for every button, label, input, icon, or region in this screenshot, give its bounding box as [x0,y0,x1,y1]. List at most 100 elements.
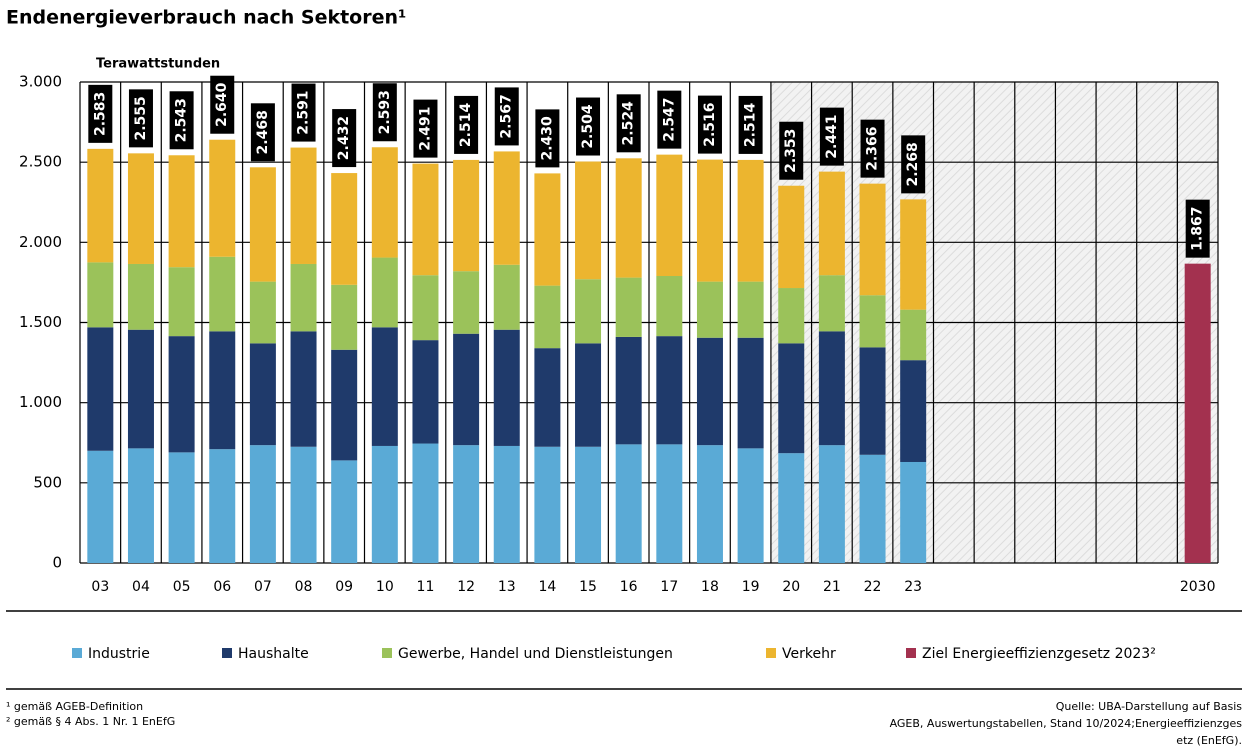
bar-segment [453,159,480,272]
label-box [535,109,560,168]
x-tick-label: 14 [538,579,556,595]
legend-label: Industrie [88,646,150,662]
data-label: 2.504 [580,104,596,149]
x-tick-label: 21 [823,579,841,595]
bar-segment [493,445,520,563]
bar-segment [575,279,602,344]
bar-segment [249,281,276,344]
bar-segment [534,173,561,286]
source: etz (EnEfG). [1176,734,1242,747]
bar-segment [696,159,723,282]
label-box [1185,199,1210,258]
bar-segment [534,285,561,349]
x-tick-label: 2030 [1180,579,1216,595]
bar-segment [168,336,195,453]
bar-segment [900,309,927,361]
x-tick-label: 16 [620,579,638,595]
label-box [901,135,926,194]
x-tick-label: 09 [335,579,353,595]
x-tick-label: 03 [91,579,109,595]
source: AGEB, Auswertungstabellen, Stand 10/2024… [890,717,1243,730]
bar-segment [290,331,317,447]
bar-segment [737,448,764,563]
bar-segment [371,147,398,258]
bar-segment [87,262,114,328]
x-tick-label: 18 [701,579,719,595]
bar-segment [127,263,154,330]
bar-segment [900,461,927,563]
bar-segment [818,171,845,276]
bar-segment [209,256,236,332]
data-label: 2.268 [905,142,921,186]
data-label: 2.516 [702,102,718,146]
legend-swatch [222,648,232,658]
bar-segment [493,329,520,446]
data-label: 2.640 [214,82,230,127]
data-label: 1.867 [1190,207,1206,251]
footnote: ¹ gemäß AGEB-Definition [6,700,143,713]
bar-segment [168,155,195,268]
bar-segment [412,163,439,276]
bar-segment [1184,263,1211,563]
y-tick-label: 1.000 [19,393,62,411]
legend-swatch [72,648,82,658]
bar-segment [778,185,805,289]
bar-segment [493,151,520,265]
y-tick-label: 0 [52,554,62,572]
data-label: 2.593 [377,90,393,134]
data-label: 2.366 [865,127,881,171]
x-tick-label: 06 [213,579,231,595]
bar-segment [575,446,602,563]
bar-segment [859,347,886,455]
bar-segment [412,340,439,444]
x-tick-label: 12 [457,579,475,595]
data-label: 2.514 [743,103,759,148]
data-label: 2.567 [499,94,515,138]
bar-segment [127,329,154,449]
x-tick-label: 17 [660,579,678,595]
y-tick-label: 2.000 [19,233,62,251]
x-tick-label: 20 [782,579,800,595]
bar-segment [575,343,602,447]
x-tick-label: 19 [742,579,760,595]
legend-label: Haushalte [238,646,309,662]
bar-segment [859,454,886,563]
source: Quelle: UBA-Darstellung auf Basis [1056,700,1243,713]
legend-label: Ziel Energieeffizienzgesetz 2023² [922,646,1156,662]
label-box [616,94,641,153]
bar-segment [696,445,723,563]
bar-segment [737,159,764,282]
data-label: 2.491 [417,106,433,150]
data-label: 2.543 [174,98,190,142]
bar-segment [656,276,683,337]
y-tick-label: 2.500 [19,153,62,171]
x-tick-label: 15 [579,579,597,595]
bar-segment [331,349,358,461]
x-tick-label: 05 [173,579,191,595]
bar-segment [818,445,845,563]
bar-segment [696,281,723,338]
x-tick-label: 07 [254,579,272,595]
label-box [291,83,316,142]
bar-segment [412,275,439,341]
bar-segment [615,444,642,563]
bar-segment [127,448,154,563]
label-box [372,83,397,142]
label-box [169,91,194,150]
bar-segment [87,450,114,563]
x-tick-label: 22 [864,579,882,595]
chart-title: Endenergieverbrauch nach Sektoren¹ [6,7,406,29]
data-label: 2.432 [336,116,352,160]
label-box [860,119,885,178]
x-tick-label: 08 [295,579,313,595]
bar-segment [371,445,398,563]
bar-segment [331,284,358,350]
bar-segment [290,263,317,332]
data-label: 2.514 [458,103,474,148]
bar-segment [859,183,886,296]
bar-segment [615,158,642,278]
y-tick-label: 500 [33,473,62,491]
label-box [210,75,235,134]
bar-segment [249,445,276,563]
bar-segment [818,275,845,332]
